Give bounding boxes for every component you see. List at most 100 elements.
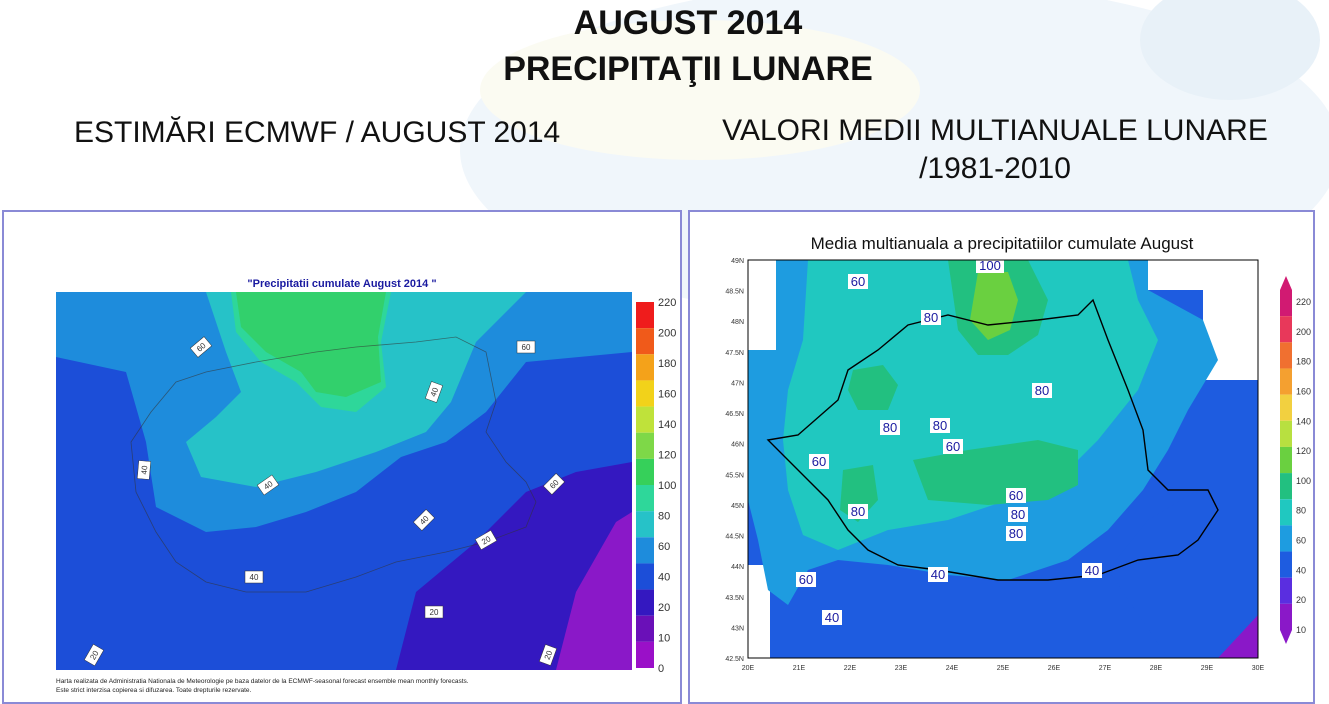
left-colorbar-segment — [636, 458, 654, 485]
right-map-lon-label: 28E — [1150, 665, 1163, 672]
right-colorbar-tick-label: 10 — [1296, 625, 1306, 635]
left-colorbar-tick-label: 120 — [658, 450, 676, 462]
right-map-field-10-20 — [1218, 615, 1258, 658]
left-contour-label: 40 — [136, 460, 152, 480]
left-colorbar-tick-label: 20 — [658, 602, 670, 614]
right-map-lon-label: 27E — [1099, 665, 1112, 672]
right-colorbar-segment — [1280, 473, 1292, 500]
right-map-field-20-40-e — [1108, 485, 1258, 658]
svg-text:80: 80 — [851, 504, 865, 519]
svg-text:20: 20 — [543, 649, 555, 661]
left-colorbar-tick-label: 100 — [658, 480, 676, 492]
right-contour-label: 100 — [976, 258, 1004, 273]
left-colorbar-segment — [636, 563, 654, 590]
left-colorbar-tick-label: 60 — [658, 541, 670, 553]
svg-text:80: 80 — [924, 310, 938, 325]
ecmwf-precipitation-map: "Precipitatii cumulate August 2014 " 60 4… — [56, 278, 676, 675]
right-map-nodata-sw — [748, 565, 770, 658]
svg-text:20: 20 — [430, 608, 439, 617]
right-colorbar-tick-label: 40 — [1296, 565, 1306, 575]
right-contour-label: 40 — [822, 610, 842, 625]
page-title-line2: PRECIPITAŢII LUNARE — [503, 50, 873, 88]
left-contour-label: 20 — [424, 605, 444, 619]
right-map-lon-label: 25E — [997, 665, 1010, 672]
right-colorbar-tick-label: 200 — [1296, 327, 1311, 337]
left-contour-label: 20 — [474, 529, 498, 551]
right-contour-label: 40 — [1082, 563, 1102, 578]
left-map-romania-border — [130, 336, 537, 593]
right-panel-subtitle-line1: VALORI MEDII MULTIANUALE LUNARE — [722, 114, 1268, 147]
left-colorbar-tick-label: 220 — [658, 297, 676, 309]
right-map-lat-label: 45.5N — [725, 472, 744, 479]
right-map-lon-label: 29E — [1201, 665, 1214, 672]
left-contour-label: 40 — [413, 509, 435, 531]
left-contour-label: 60 — [543, 473, 565, 495]
right-map-lon-label: 21E — [793, 665, 806, 672]
multiannual-precipitation-map: Media multianuala a precipitatiilor cumu… — [725, 234, 1311, 672]
svg-text:80: 80 — [933, 418, 947, 433]
svg-text:80: 80 — [1011, 507, 1025, 522]
svg-text:100: 100 — [979, 258, 1001, 273]
right-map-lon-label: 30E — [1252, 665, 1265, 672]
right-contour-label: 80 — [1006, 526, 1026, 541]
left-contour-label: 40 — [256, 474, 280, 496]
right-map-field-60-80 — [783, 260, 1158, 550]
right-colorbar-segment — [1280, 368, 1292, 395]
right-contour-label: 60 — [809, 454, 829, 469]
left-colorbar-tick-label: 40 — [658, 572, 670, 584]
right-colorbar-segment — [1280, 290, 1292, 317]
right-map-lon-label: 26E — [1048, 665, 1061, 672]
left-map-field-80-100-inner — [236, 292, 386, 397]
left-colorbar-tick-label: 0 — [658, 663, 664, 675]
right-colorbar-segment — [1280, 420, 1292, 447]
left-map-footnote-line1: Harta realizata de Administratia Nationa… — [56, 678, 469, 685]
right-colorbar-segment — [1280, 525, 1292, 552]
right-map-lat-label: 45N — [731, 503, 744, 510]
right-map-lat-label: 48N — [731, 319, 744, 326]
right-colorbar-segment — [1280, 603, 1292, 630]
right-colorbar-tick-label: 180 — [1296, 357, 1311, 367]
right-colorbar-tick-label: 100 — [1296, 476, 1311, 486]
right-contour-label: 80 — [880, 420, 900, 435]
right-map-lat-label: 46N — [731, 442, 744, 449]
svg-text:40: 40 — [140, 465, 150, 475]
svg-text:80: 80 — [1035, 383, 1049, 398]
right-colorbar-segment — [1280, 499, 1292, 526]
right-map-title: Media multianuala a precipitatiilor cumu… — [811, 234, 1194, 253]
right-contour-label: 80 — [921, 310, 941, 325]
left-colorbar-segment — [636, 485, 654, 512]
right-map-frame — [747, 259, 1259, 659]
right-contour-label: 60 — [943, 439, 963, 454]
right-contour-label: 60 — [848, 274, 868, 289]
right-map-lat-label: 46.5N — [725, 411, 744, 418]
svg-text:40: 40 — [429, 386, 441, 398]
right-map-field-80-100-c — [848, 365, 898, 410]
right-colorbar-tick-label: 140 — [1296, 416, 1311, 426]
right-colorbar-segment — [1280, 394, 1292, 421]
svg-text:60: 60 — [522, 343, 531, 352]
right-map-lat-label: 42.5N — [725, 656, 744, 663]
left-colorbar-tick-label: 180 — [658, 358, 676, 370]
right-map-field-80-100-b — [913, 440, 1078, 505]
right-contour-label: 80 — [930, 418, 950, 433]
right-colorbar-segment — [1280, 551, 1292, 578]
right-colorbar-bottom-arrow — [1280, 630, 1292, 644]
multiannual-mean-map-panel: Media multianuala a precipitatiilor cumu… — [688, 210, 1315, 704]
svg-text:60: 60 — [946, 439, 960, 454]
left-panel-subtitle: ESTIMĂRI ECMWF / AUGUST 2014 — [74, 116, 561, 149]
left-contour-label: 60 — [189, 336, 213, 358]
right-colorbar-tick-label: 60 — [1296, 536, 1306, 546]
left-colorbar-tick-label: 140 — [658, 419, 676, 431]
left-colorbar-segment — [636, 432, 654, 459]
left-map-title: "Precipitatii cumulate August 2014 " — [247, 278, 436, 290]
svg-text:60: 60 — [799, 572, 813, 587]
ecmwf-estimate-map-panel: "Precipitatii cumulate August 2014 " 60 4… — [2, 210, 682, 704]
right-map-lat-label: 48.5N — [725, 289, 744, 296]
left-colorbar-segment — [636, 302, 654, 329]
right-colorbar-top-arrow — [1280, 276, 1292, 290]
left-colorbar-tick-label: 80 — [658, 511, 670, 523]
left-colorbar-segment — [636, 537, 654, 564]
svg-text:40: 40 — [931, 567, 945, 582]
left-colorbar-segment — [636, 511, 654, 538]
right-map-lat-label: 47.5N — [725, 350, 744, 357]
